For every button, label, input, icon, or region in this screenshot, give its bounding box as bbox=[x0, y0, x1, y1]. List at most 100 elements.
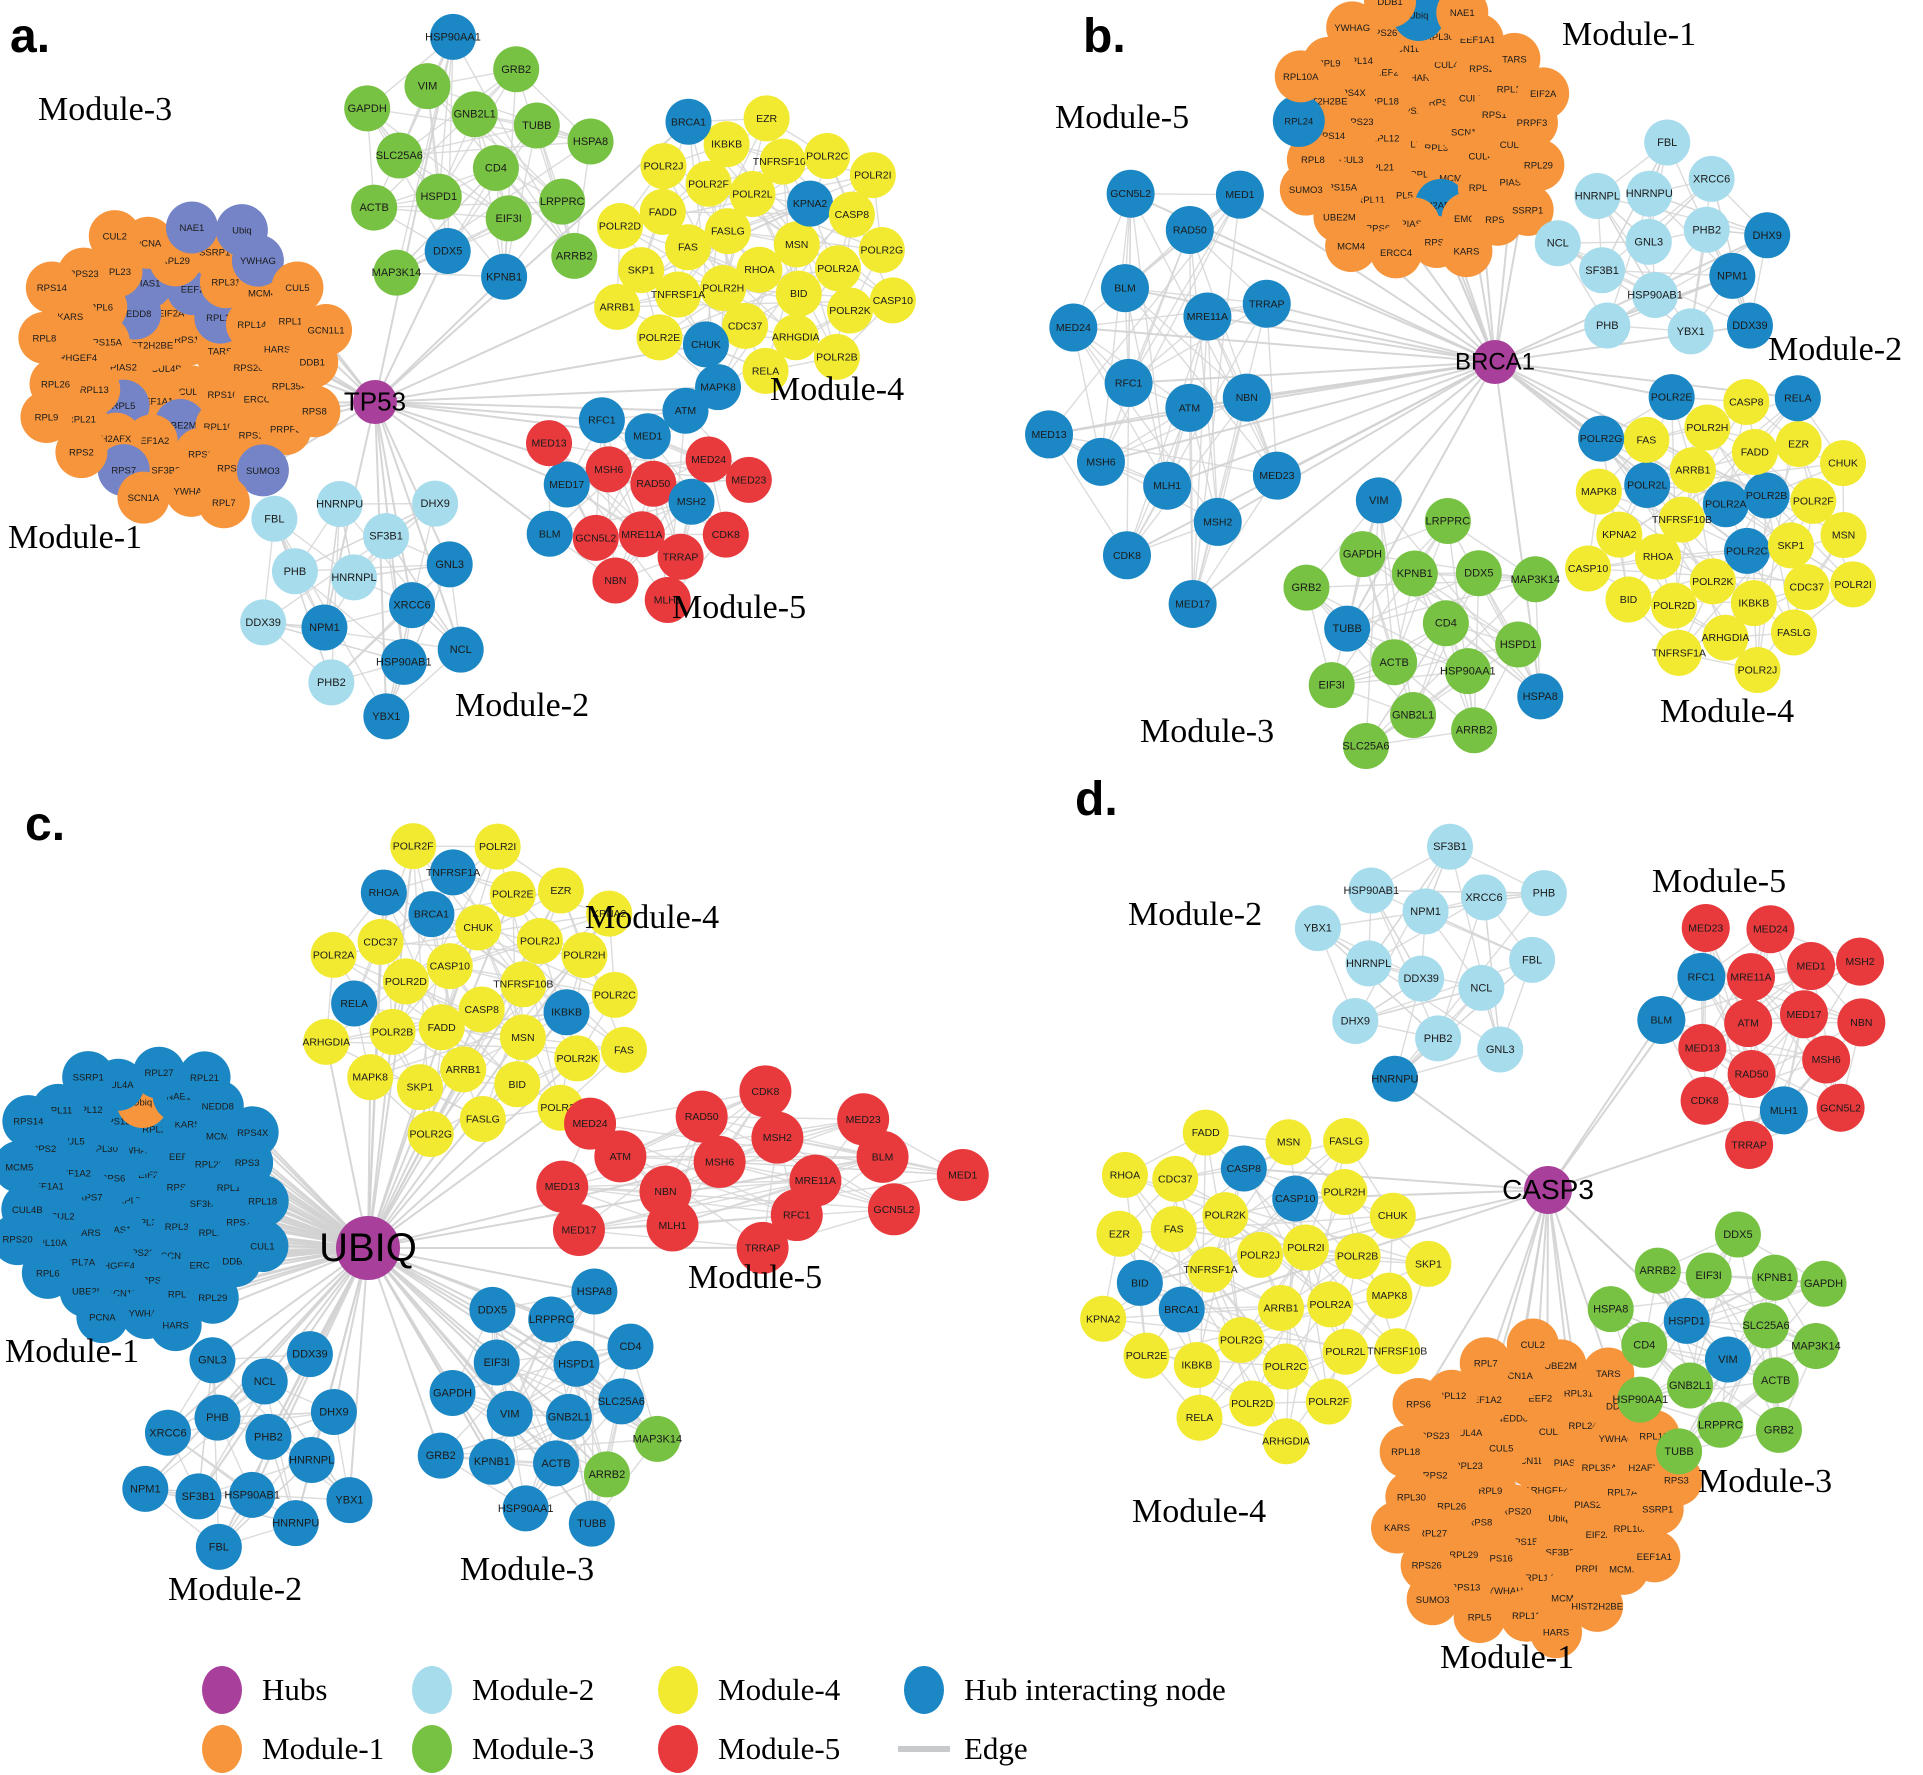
hub-edge bbox=[1394, 1077, 1549, 1191]
node-circle bbox=[1391, 550, 1438, 597]
node-circle bbox=[236, 444, 289, 497]
hub-label: UBIQ bbox=[319, 1226, 417, 1270]
edge bbox=[620, 1118, 864, 1158]
edge bbox=[491, 1309, 557, 1464]
node-circle bbox=[499, 1014, 546, 1061]
node-circle bbox=[1734, 647, 1781, 694]
node-NBN: NBN bbox=[592, 557, 639, 604]
node-SKP1: SKP1 bbox=[1767, 522, 1814, 569]
node-circle bbox=[773, 221, 820, 268]
node-circle bbox=[474, 823, 521, 870]
node-circle bbox=[1116, 1259, 1163, 1306]
hub-edge bbox=[1494, 361, 1648, 486]
node-circle bbox=[624, 413, 671, 460]
node-circle bbox=[1229, 1380, 1276, 1427]
node-circle bbox=[149, 1299, 202, 1352]
node-RELA: RELA bbox=[1774, 375, 1821, 422]
panel-c: CASP8CASP10TNFRSF10BFADDCHUKMSNPOLR2DPOL… bbox=[0, 798, 989, 1608]
edge bbox=[509, 1291, 595, 1415]
edge bbox=[1331, 643, 1519, 686]
node-circle bbox=[1655, 629, 1702, 676]
node-POLR2E: POLR2E bbox=[636, 314, 683, 361]
node-circle bbox=[1751, 1254, 1798, 1301]
node-KPNB1: KPNB1 bbox=[1391, 550, 1438, 597]
node-POLR2J: POLR2J bbox=[640, 143, 687, 190]
node-circle bbox=[1173, 1341, 1220, 1388]
node-POLR2B: POLR2B bbox=[1334, 1233, 1381, 1280]
node-circle bbox=[1371, 639, 1418, 686]
node-MED23: MED23 bbox=[837, 1093, 890, 1146]
node-CDC37: CDC37 bbox=[722, 302, 769, 349]
legend: Hubs Module-2 Module-4 Hub interacting node… bbox=[202, 1666, 1226, 1773]
node-ARRB2: ARRB2 bbox=[551, 232, 598, 279]
node-VIM: VIM bbox=[1704, 1336, 1751, 1383]
node-RPL18: RPL18 bbox=[1379, 1425, 1432, 1478]
node-circle bbox=[1574, 173, 1621, 220]
node-circle bbox=[837, 1093, 890, 1146]
node-circle bbox=[1104, 358, 1153, 407]
node-DDX39: DDX39 bbox=[1726, 302, 1773, 349]
node-GNB2L1: GNB2L1 bbox=[1667, 1362, 1714, 1409]
node-DDX5: DDX5 bbox=[1455, 550, 1502, 597]
edge bbox=[1657, 1270, 1817, 1347]
node-circle bbox=[646, 1199, 699, 1252]
node-POLR2I: POLR2I bbox=[849, 152, 896, 199]
node-POLR2F: POLR2F bbox=[1305, 1378, 1352, 1425]
node-ARRB1: ARRB1 bbox=[594, 283, 641, 330]
edge bbox=[515, 69, 575, 257]
node-circle bbox=[551, 232, 598, 279]
node-circle bbox=[1294, 905, 1341, 952]
edge bbox=[1354, 846, 1451, 1022]
node-circle bbox=[1752, 1357, 1799, 1404]
node-circle bbox=[308, 659, 355, 706]
node-circle bbox=[412, 480, 459, 527]
node-circle bbox=[0, 1140, 46, 1193]
node-DHX9: DHX9 bbox=[310, 1389, 357, 1436]
node-TRRAP: TRRAP bbox=[1242, 279, 1291, 328]
node-GNL3: GNL3 bbox=[189, 1337, 236, 1384]
node-circle bbox=[469, 1286, 516, 1333]
node-circle bbox=[685, 436, 732, 483]
node-POLR2B: POLR2B bbox=[369, 1008, 416, 1055]
edge bbox=[1072, 327, 1168, 487]
node-circle bbox=[1770, 609, 1817, 656]
node-circle bbox=[618, 511, 665, 558]
edge bbox=[1206, 316, 1219, 522]
node-DHX9: DHX9 bbox=[1332, 997, 1379, 1044]
node-circle bbox=[1669, 447, 1716, 494]
node-circle bbox=[1488, 32, 1541, 85]
node-circle bbox=[1424, 498, 1471, 545]
node-circle bbox=[165, 201, 218, 254]
hub-edge bbox=[1207, 315, 1496, 363]
node-circle bbox=[133, 1046, 186, 1099]
edge bbox=[1378, 500, 1395, 663]
node-circle bbox=[1326, 1, 1379, 54]
hub-edge bbox=[374, 401, 568, 486]
node-PHB2: PHB2 bbox=[1415, 1015, 1462, 1062]
node-circle bbox=[493, 46, 540, 93]
node-Ubiq: Ubiq bbox=[215, 204, 268, 257]
node-circle bbox=[1512, 556, 1559, 603]
node-circle bbox=[1743, 472, 1790, 519]
node-FADD: FADD bbox=[418, 1004, 465, 1051]
legend-color-swatch bbox=[658, 1666, 698, 1714]
node-DDX39: DDX39 bbox=[286, 1331, 333, 1378]
node-circle bbox=[1307, 1281, 1354, 1328]
edge bbox=[1774, 1277, 1780, 1430]
node-circle bbox=[1215, 170, 1264, 219]
edge bbox=[1704, 1021, 1862, 1102]
node-circle bbox=[236, 1220, 289, 1273]
legend-color-swatch bbox=[904, 1666, 944, 1714]
node-MAP3K14: MAP3K14 bbox=[1791, 1323, 1841, 1370]
node-MED23: MED23 bbox=[1681, 903, 1730, 952]
node-MSH6: MSH6 bbox=[585, 446, 632, 493]
node-circle bbox=[1575, 468, 1622, 515]
node-ACTB: ACTB bbox=[533, 1440, 580, 1487]
node-circle bbox=[331, 980, 378, 1027]
node-circle bbox=[426, 943, 473, 990]
node-circle bbox=[272, 1500, 319, 1547]
node-circle bbox=[586, 890, 633, 937]
edge bbox=[1639, 1324, 1767, 1401]
edge bbox=[330, 503, 341, 683]
node-circle bbox=[1369, 1192, 1416, 1239]
